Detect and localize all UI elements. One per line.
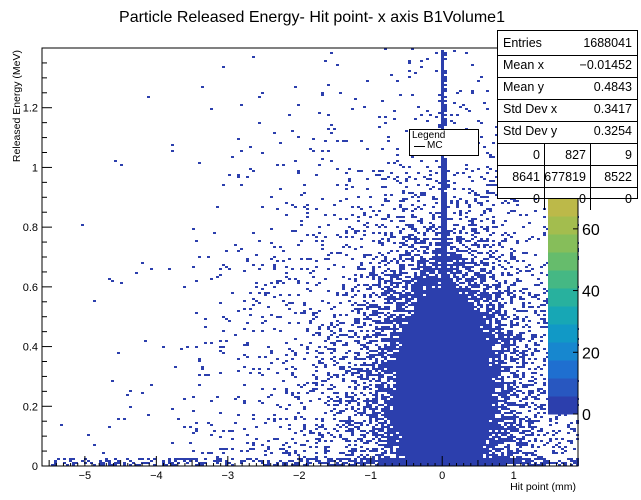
stats-grid-cell: 0 <box>579 192 586 206</box>
legend: Legend MC <box>409 129 479 156</box>
stats-divider <box>498 143 637 144</box>
color-scale-band <box>548 198 578 217</box>
stats-divider <box>590 144 591 210</box>
color-scale-tick-label: 40 <box>582 284 600 301</box>
y-tick-label: 0.2 <box>23 401 38 413</box>
stats-mean-x-value: −0.01452 <box>579 58 632 72</box>
color-scale-band <box>548 216 578 235</box>
color-scale-band <box>548 252 578 271</box>
x-tick-label: −1 <box>364 470 377 482</box>
stats-divider <box>498 121 637 122</box>
stats-grid-cell: 677819 <box>544 170 586 184</box>
stats-divider <box>498 187 637 188</box>
stats-divider <box>498 165 637 166</box>
color-scale-band <box>548 342 578 361</box>
stats-divider <box>498 99 637 100</box>
stats-divider <box>498 77 637 78</box>
legend-title: Legend <box>412 130 446 141</box>
stats-divider <box>498 55 637 56</box>
stats-grid-cell: 0 <box>625 192 632 206</box>
color-scale-band <box>548 378 578 397</box>
stats-grid-cell: 0 <box>533 192 540 206</box>
x-tick-label: 0 <box>439 470 445 482</box>
stats-grid-cell: 8522 <box>604 170 632 184</box>
color-scale-band <box>548 234 578 253</box>
y-axis-label: Released Energy (MeV) <box>11 50 23 162</box>
x-tick-label: −4 <box>150 470 163 482</box>
stats-divider <box>544 144 545 210</box>
y-tick-label: 1 <box>32 162 38 174</box>
stats-mean-x-label: Mean x <box>503 58 544 72</box>
stats-grid-cell: 9 <box>625 148 632 162</box>
x-tick-label: −3 <box>222 470 235 482</box>
chart-title: Particle Released Energy- Hit point- x a… <box>119 9 505 26</box>
color-scale-band <box>548 324 578 343</box>
y-tick-label: 0.8 <box>23 222 38 234</box>
stats-stddev-x-label: Std Dev x <box>503 102 558 116</box>
y-tick-label: 0.6 <box>23 282 38 294</box>
stats-stddev-y-label: Std Dev y <box>503 124 558 138</box>
stats-entries-value: 1688041 <box>583 36 632 50</box>
color-scale: 0 20 40 60 <box>548 198 600 424</box>
stats-stddev-x-value: 0.3417 <box>593 102 632 116</box>
color-scale-band <box>548 360 578 379</box>
stats-mean-y-value: 0.4843 <box>593 80 632 94</box>
stats-stddev-y-value: 0.3254 <box>593 124 632 138</box>
stats-grid-cell: 8641 <box>512 170 540 184</box>
x-tick-label: −5 <box>79 470 92 482</box>
color-scale-band <box>548 270 578 289</box>
x-tick-label: 1 <box>511 470 517 482</box>
y-tick-label: 0 <box>32 461 38 473</box>
color-scale-band <box>548 306 578 325</box>
color-scale-tick-label: 20 <box>582 345 600 362</box>
x-tick-label: −2 <box>293 470 306 482</box>
stats-grid-cell: 827 <box>565 148 586 162</box>
stats-mean-y-label: Mean y <box>503 80 544 94</box>
legend-swatch <box>414 146 425 147</box>
stats-grid-cell: 0 <box>533 148 540 162</box>
y-tick-label: 0.4 <box>23 342 38 354</box>
color-scale-tick-label: 60 <box>582 222 600 239</box>
x-axis: −5 −4 −3 −2 −1 0 1 <box>48 456 579 482</box>
x-axis-label: Hit point (mm) <box>510 481 576 493</box>
y-tick-label: 1.2 <box>23 103 38 115</box>
y-axis: 0 0.2 0.4 0.6 0.8 1 1.2 <box>23 47 52 473</box>
color-scale-band <box>548 288 578 307</box>
color-scale-tick-label: 0 <box>582 407 591 424</box>
color-scale-band <box>548 396 578 415</box>
legend-entry-mc: MC <box>427 140 443 151</box>
stats-entries-label: Entries <box>503 36 542 50</box>
stats-box: Entries 1688041 Mean x −0.01452 Mean y 0.48… <box>497 30 638 210</box>
